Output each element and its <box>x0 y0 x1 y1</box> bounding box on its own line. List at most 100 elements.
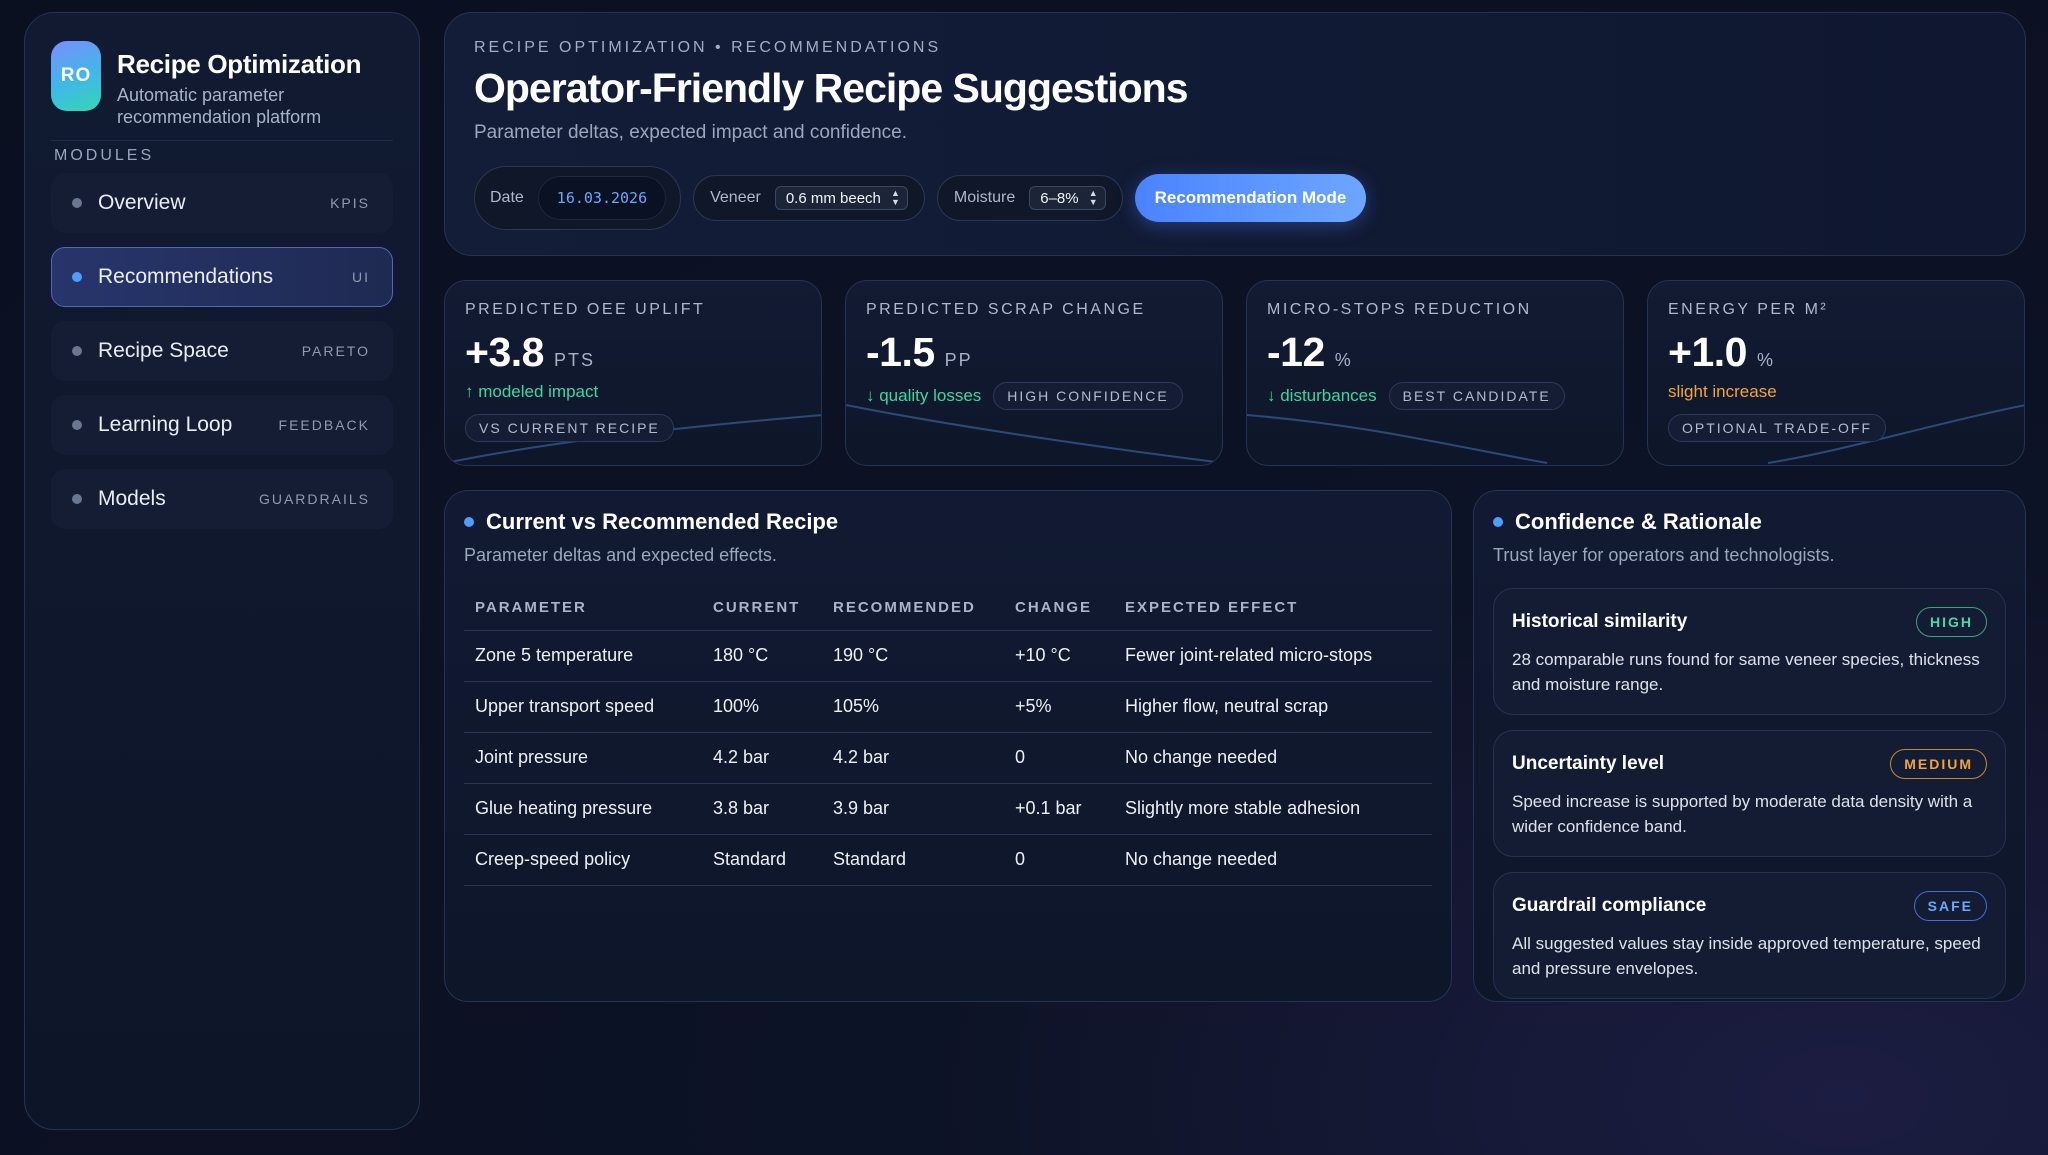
table-cell: 0 <box>1004 834 1114 886</box>
table-cell: Zone 5 temperature <box>464 630 702 682</box>
kpi-number: -1.5 <box>866 329 935 375</box>
panel-subtitle: Trust layer for operators and technologi… <box>1493 545 1835 565</box>
sidebar: RO Recipe Optimization Automatic paramet… <box>24 12 420 1130</box>
moisture-select[interactable]: 6–8% ▲ ▼ <box>1029 186 1106 210</box>
page-title: Operator-Friendly Recipe Suggestions <box>474 65 1189 111</box>
breadcrumb: RECIPE OPTIMIZATION • RECOMMENDATIONS <box>474 39 942 56</box>
card-text: 28 comparable runs found for same veneer… <box>1512 650 1980 694</box>
status-badge: SAFE <box>1913 891 1987 921</box>
kpi-value: +3.8 PTS <box>465 329 801 376</box>
sidebar-item-label: Learning Loop <box>98 413 233 436</box>
page-subtitle: Parameter deltas, expected impact and co… <box>474 122 908 143</box>
kpi-note: slight increase <box>1668 382 1777 401</box>
status-badge: MEDIUM <box>1890 749 1987 779</box>
table-cell: Creep-speed policy <box>464 834 702 886</box>
confidence-card-uncertainty: Uncertainty level MEDIUM Speed increase … <box>1493 730 2006 857</box>
moisture-value: 6–8% <box>1040 189 1079 207</box>
kpi-number: +1.0 <box>1668 329 1747 375</box>
card-header: Guardrail compliance SAFE <box>1512 891 1987 921</box>
select-arrows-icon: ▲ ▼ <box>1088 188 1098 207</box>
date-picker[interactable]: Date 16.03.2026 <box>474 166 682 230</box>
dot-icon <box>72 198 82 208</box>
dot-icon <box>1493 517 1503 527</box>
confidence-list: Historical similarity HIGH 28 comparable… <box>1493 588 2006 999</box>
table-cell: Slightly more stable adhesion <box>1114 783 1432 835</box>
table-row: Upper transport speed 100% 105% +5% High… <box>464 681 1432 733</box>
sidebar-item-models[interactable]: Models GUARDRAILS <box>51 469 393 529</box>
table-cell: Standard <box>702 834 822 886</box>
dot-icon <box>72 272 82 282</box>
veneer-value: 0.6 mm beech <box>785 189 881 207</box>
card-text: Speed increase is supported by moderate … <box>1512 792 1973 836</box>
table-cell: No change needed <box>1114 732 1432 784</box>
sidebar-item-tag: PARETO <box>301 343 370 359</box>
kpi-label: ENERGY PER M² <box>1668 301 1829 318</box>
sparkline-graphic <box>1767 404 2024 464</box>
table-cell: 0 <box>1004 732 1114 784</box>
dot-icon <box>72 420 82 430</box>
select-arrows-icon: ▲ ▼ <box>890 188 900 207</box>
kpi-label: PREDICTED SCRAP CHANGE <box>866 301 1146 318</box>
table-cell: +10 °C <box>1004 630 1114 682</box>
kpi-unit: % <box>1334 350 1353 370</box>
sidebar-item-learning-loop[interactable]: Learning Loop FEEDBACK <box>51 395 393 455</box>
kpi-note: ↓ quality losses <box>866 386 982 405</box>
table-cell: 190 °C <box>822 630 1004 682</box>
panel-title-text: Confidence & Rationale <box>1515 509 1762 534</box>
kpi-meta: ↓ disturbances BEST CANDIDATE <box>1267 382 1603 410</box>
dot-icon <box>72 494 82 504</box>
veneer-select[interactable]: 0.6 mm beech ▲ ▼ <box>774 186 908 210</box>
kpi-chip: BEST CANDIDATE <box>1388 382 1565 410</box>
kpi-card-micro-stops: MICRO-STOPS REDUCTION -12 % ↓ disturbanc… <box>1246 280 1624 466</box>
sidebar-item-label: Recipe Space <box>98 339 229 362</box>
kpi-unit: % <box>1756 350 1775 370</box>
kpi-chip-row: VS CURRENT RECIPE <box>465 414 801 442</box>
confidence-panel: Confidence & Rationale Trust layer for o… <box>1473 490 2026 1002</box>
table-row: Joint pressure 4.2 bar 4.2 bar 0 No chan… <box>464 732 1432 784</box>
kpi-number: -12 <box>1267 329 1325 375</box>
app-subtitle: Automatic parameter recommendation platf… <box>117 85 322 127</box>
table-cell: 4.2 bar <box>702 732 822 784</box>
panel-title: Current vs Recommended Recipe <box>464 509 1432 535</box>
page-header: RECIPE OPTIMIZATION • RECOMMENDATIONS Op… <box>444 12 2026 256</box>
filter-controls: Date 16.03.2026 Veneer 0.6 mm beech ▲ ▼ M… <box>474 166 1996 230</box>
confidence-card-guardrail: Guardrail compliance SAFE All suggested … <box>1493 872 2006 999</box>
column-header: RECOMMENDED <box>822 586 1004 631</box>
card-text: All suggested values stay inside approve… <box>1512 934 1981 978</box>
card-title: Uncertainty level <box>1512 753 1665 774</box>
kpi-number: +3.8 <box>465 329 544 375</box>
date-label: Date <box>490 189 524 206</box>
column-header: CHANGE <box>1004 586 1114 631</box>
kpi-card-scrap: PREDICTED SCRAP CHANGE -1.5 PP ↓ quality… <box>845 280 1223 466</box>
table-cell: Standard <box>822 834 1004 886</box>
kpi-note: ↓ disturbances <box>1267 386 1377 405</box>
kpi-meta: slight increase <box>1668 382 2004 402</box>
moisture-label: Moisture <box>953 189 1016 206</box>
sidebar-item-recommendations[interactable]: Recommendations UI <box>51 247 393 307</box>
table-cell: 180 °C <box>702 630 822 682</box>
sidebar-item-recipe-space[interactable]: Recipe Space PARETO <box>51 321 393 381</box>
app-title: Recipe Optimization <box>117 49 362 79</box>
table-cell: Higher flow, neutral scrap <box>1114 681 1432 733</box>
sidebar-item-tag: KPIS <box>330 195 370 211</box>
column-header: CURRENT <box>702 586 822 631</box>
kpi-value: -12 % <box>1267 329 1603 376</box>
kpi-chip: VS CURRENT RECIPE <box>465 414 674 442</box>
sidebar-item-overview[interactable]: Overview KPIS <box>51 173 393 233</box>
sidebar-item-tag: FEEDBACK <box>278 417 370 433</box>
column-header: EXPECTED EFFECT <box>1114 586 1432 631</box>
table-cell: +0.1 bar <box>1004 783 1114 835</box>
panel-title: Confidence & Rationale <box>1493 509 2006 535</box>
status-badge: HIGH <box>1916 607 1987 637</box>
table-cell: 3.8 bar <box>702 783 822 835</box>
date-input[interactable]: 16.03.2026 <box>537 176 667 220</box>
panel-subtitle: Parameter deltas and expected effects. <box>464 545 777 565</box>
recommendation-mode-button[interactable]: Recommendation Mode <box>1134 174 1367 222</box>
sidebar-item-label: Recommendations <box>98 265 274 288</box>
table-row: Zone 5 temperature 180 °C 190 °C +10 °C … <box>464 630 1432 682</box>
kpi-chip: HIGH CONFIDENCE <box>993 382 1183 410</box>
modules-label: MODULES <box>54 147 155 164</box>
app-logo: RO <box>51 41 101 111</box>
kpi-chip: OPTIONAL TRADE-OFF <box>1668 414 1887 442</box>
table-cell: +5% <box>1004 681 1114 733</box>
